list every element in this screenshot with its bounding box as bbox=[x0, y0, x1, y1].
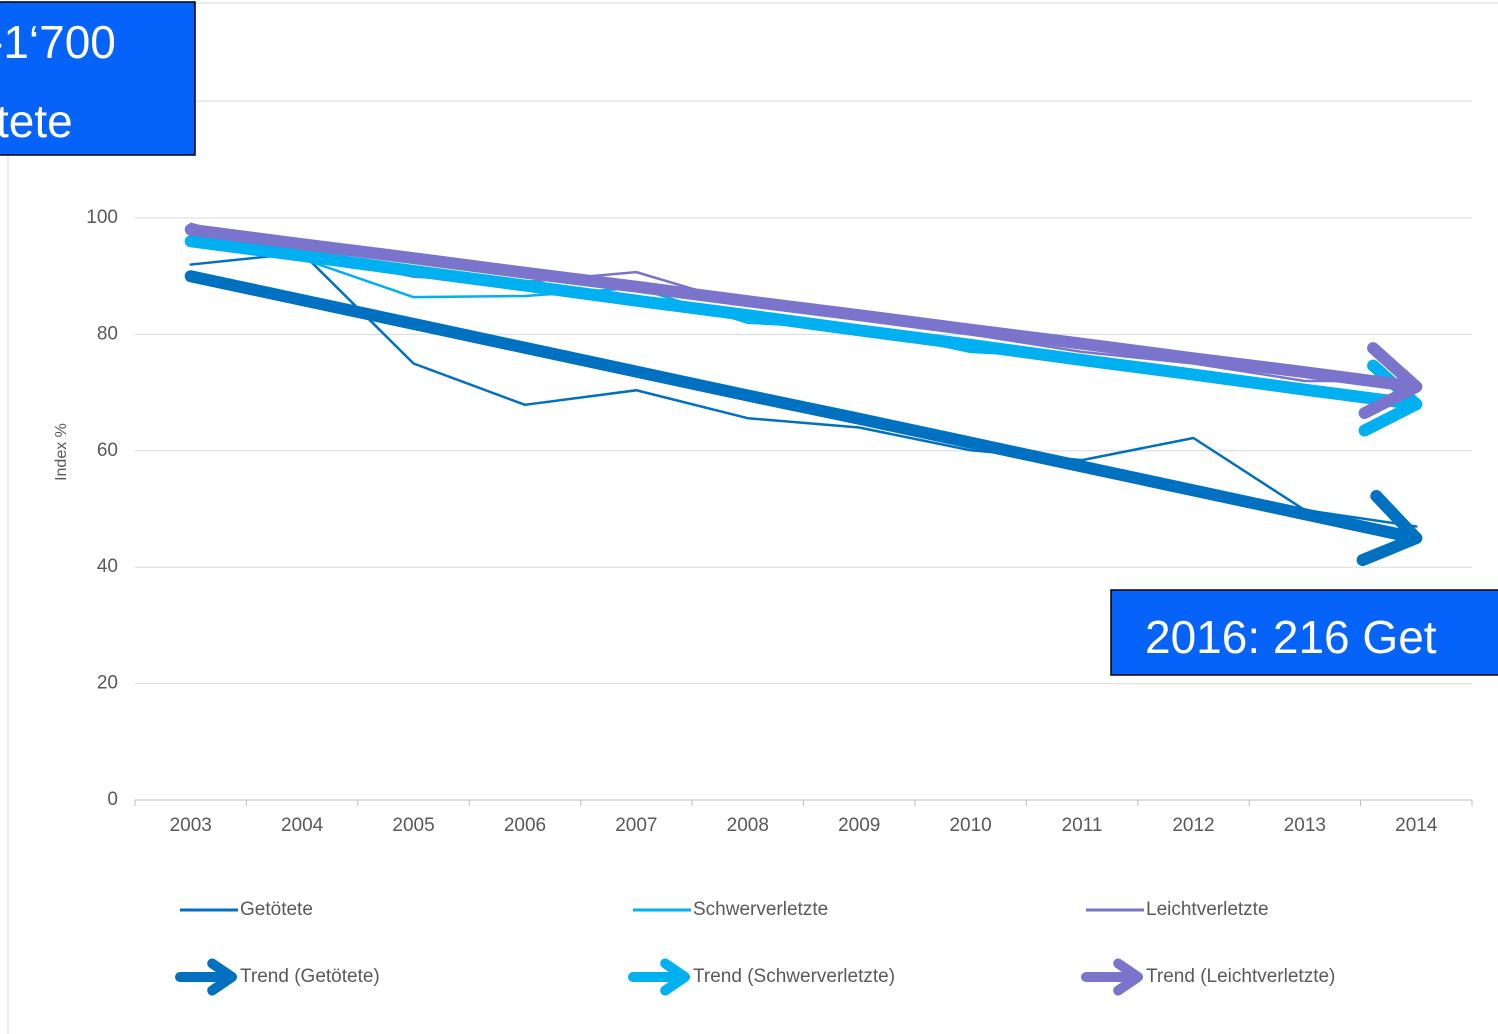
x-tick-label: 2013 bbox=[1284, 815, 1326, 836]
y-tick-label: 0 bbox=[107, 789, 118, 810]
data-line bbox=[189, 251, 1418, 528]
y-tick-label: 60 bbox=[97, 440, 118, 461]
x-tick-label: 2004 bbox=[281, 815, 324, 836]
y-axis-label: Index % bbox=[53, 423, 70, 481]
legend-swatch bbox=[660, 958, 690, 996]
trend-line bbox=[184, 235, 1423, 411]
x-tick-label: 2009 bbox=[838, 815, 880, 836]
x-tick-label: 2003 bbox=[170, 815, 212, 836]
annotation: tete bbox=[0, 95, 73, 147]
y-tick-label: 20 bbox=[97, 673, 118, 694]
legend-swatch bbox=[1113, 958, 1143, 996]
legend-label: Leichtverletzte bbox=[1146, 899, 1269, 920]
y-tick-label: 80 bbox=[97, 323, 118, 344]
x-tick-label: 2011 bbox=[1062, 815, 1103, 836]
legend-label: Schwerverletzte bbox=[693, 899, 828, 920]
x-tick-label: 2012 bbox=[1172, 815, 1214, 836]
arrow-head bbox=[1358, 342, 1423, 420]
y-tick-label: 40 bbox=[97, 556, 118, 577]
plot: 0 20 40 60 80 100 2003 2004 2005 2006 2007 2008 2009… bbox=[86, 207, 1473, 836]
arrow-head bbox=[1356, 490, 1423, 567]
annotation: -1‘700 bbox=[0, 16, 116, 68]
legend-label: Trend (Schwerverletzte) bbox=[693, 966, 895, 987]
x-tick-label: 2005 bbox=[392, 815, 434, 836]
legend-swatch bbox=[207, 958, 237, 996]
legend-label: Trend (Leichtverletzte) bbox=[1146, 966, 1335, 987]
x-tick-label: 2008 bbox=[727, 815, 769, 836]
legend-label: Getötete bbox=[240, 899, 313, 920]
trend-line bbox=[184, 270, 1423, 545]
x-tick-label: 2014 bbox=[1395, 815, 1438, 836]
x-tick-label: 2006 bbox=[504, 815, 546, 836]
y-tick-label: 100 bbox=[86, 207, 118, 228]
annotation-box bbox=[1110, 589, 1498, 676]
x-tick-label: 2010 bbox=[949, 815, 991, 836]
annotation-box bbox=[0, 1, 196, 156]
x-tick-label: 2007 bbox=[615, 815, 657, 836]
legend-label: Trend (Getötete) bbox=[240, 966, 380, 987]
annotation: 2016: 216 Get bbox=[1145, 611, 1437, 663]
trend-line bbox=[184, 223, 1423, 393]
